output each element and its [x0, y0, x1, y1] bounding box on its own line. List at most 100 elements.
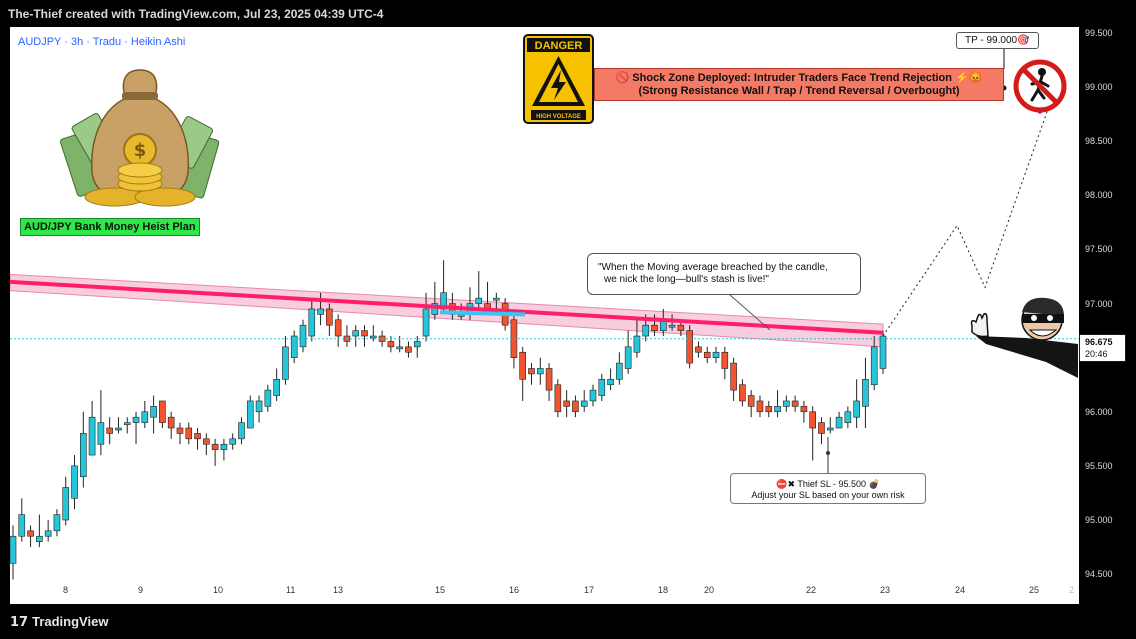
candle-body: [703, 351, 711, 358]
date-tick-label: 20: [704, 585, 715, 595]
candle-body: [317, 308, 324, 315]
date-tick-label: 13: [333, 585, 344, 595]
date-tick-label: 17: [584, 585, 595, 595]
candle-body: [246, 400, 254, 429]
candle-body: [106, 427, 113, 434]
stop-loss-line1: ⛔✖ Thief SL - 95.500 💣: [776, 479, 880, 489]
candle-body: [264, 389, 272, 407]
shock-zone-alert: 🚫 Shock Zone Deployed: Intruder Traders …: [594, 68, 1004, 101]
chart-canvas[interactable]: [10, 27, 1079, 604]
candle-body: [282, 346, 289, 380]
candle-body: [352, 330, 360, 337]
date-tick-label: 15: [435, 585, 446, 595]
candle-body: [783, 400, 790, 407]
candle-body: [431, 303, 439, 315]
date-tick-label: 25: [1029, 585, 1040, 595]
candle-body: [80, 433, 87, 478]
date-tick-label: 23: [880, 585, 891, 595]
price-tick-label: 99.500: [1085, 28, 1113, 38]
moving-average-line: [10, 279, 884, 335]
candle-body: [185, 427, 193, 440]
date-tick-label: 11: [286, 585, 296, 595]
candle-body: [150, 406, 157, 418]
candle-body: [194, 433, 201, 440]
price-tick-label: 95.500: [1085, 460, 1113, 471]
symbol-legend[interactable]: AUDJPY · 3h · Tradu · Heikin Ashi: [18, 36, 186, 48]
candle-body: [62, 487, 70, 521]
candle-body: [633, 335, 641, 353]
danger-sign-subtitle: HIGH VOLTAGE: [536, 114, 581, 120]
candle-body: [826, 427, 834, 431]
chart-header-title: The-Thief created with TradingView.com, …: [8, 7, 384, 21]
candle-body: [422, 308, 430, 337]
candle-body: [756, 400, 764, 413]
candle-body: [396, 346, 403, 350]
candle-body: [18, 514, 26, 537]
candle-body: [563, 400, 570, 407]
candle-body: [97, 422, 105, 445]
candle-body: [255, 400, 263, 413]
price-tick-label: 95.000: [1085, 515, 1113, 525]
candle-body: [774, 406, 781, 413]
money-bag-icon: $: [60, 69, 220, 207]
candle-body: [747, 395, 755, 407]
date-tick-label: 8: [63, 585, 69, 595]
tradingview-logo-icon: 𝟭𝟳: [10, 615, 29, 630]
date-tick-label: 2: [1069, 585, 1075, 595]
candle-body: [44, 530, 52, 537]
date-tick-label: 22: [806, 585, 817, 595]
candle-body: [334, 319, 342, 337]
candle-body: [475, 297, 483, 304]
candle-body: [132, 416, 140, 423]
price-tick-label: 97.000: [1085, 298, 1113, 309]
candle-body: [220, 443, 228, 450]
candle-body: [308, 308, 316, 337]
candle-body: [10, 535, 17, 564]
candle-body: [159, 400, 166, 423]
candle-body: [88, 416, 96, 456]
thief-character-icon: [970, 297, 1078, 378]
candle-body: [519, 351, 526, 380]
plan-label: AUD/JPY Bank Money Heist Plan: [20, 218, 200, 236]
candle-body: [651, 324, 658, 331]
price-axis[interactable]: [1079, 27, 1136, 639]
candle-body: [176, 427, 184, 434]
current-price-value: 96.675: [1085, 337, 1113, 347]
price-tick-label: 94.500: [1085, 569, 1113, 580]
candle-body: [71, 465, 78, 499]
candle-body: [53, 514, 61, 532]
candle-body: [739, 384, 746, 402]
candle-body: [545, 368, 553, 391]
candle-body: [387, 341, 395, 348]
quote-line1: "When the Moving average breached by the…: [598, 262, 828, 273]
candle-body: [730, 362, 737, 391]
price-tick-label: 98.500: [1085, 136, 1113, 147]
candle-body: [528, 368, 535, 375]
candle-body: [211, 443, 219, 450]
quote-line2: we nick the long—bull's stash is live!": [604, 274, 769, 285]
take-profit-label: TP - 99.000🎯: [956, 32, 1039, 49]
stop-loss-dot: [826, 451, 830, 455]
candle-body: [589, 389, 597, 402]
candle-body: [536, 368, 544, 375]
candle-body: [167, 416, 175, 429]
danger-sign-title: DANGER: [535, 40, 583, 52]
date-tick-label: 24: [955, 585, 966, 595]
candle-body: [326, 308, 333, 326]
candle-body: [818, 422, 825, 434]
candle-body: [413, 341, 421, 348]
candle-body: [273, 379, 280, 396]
candle-body: [299, 324, 307, 348]
candle-body: [677, 324, 685, 331]
candle-body: [493, 297, 500, 301]
candle-body: [791, 400, 799, 407]
candle-body: [668, 324, 676, 328]
candle-body: [721, 351, 729, 369]
tradingview-logo[interactable]: 𝟭𝟳 TradingView: [10, 614, 108, 630]
no-entry-icon: [1013, 59, 1067, 114]
candle-body: [616, 362, 623, 380]
candle-body: [572, 400, 579, 413]
candle-body: [229, 438, 236, 445]
price-tick-label: 98.000: [1085, 190, 1113, 201]
candle-body: [712, 351, 720, 358]
